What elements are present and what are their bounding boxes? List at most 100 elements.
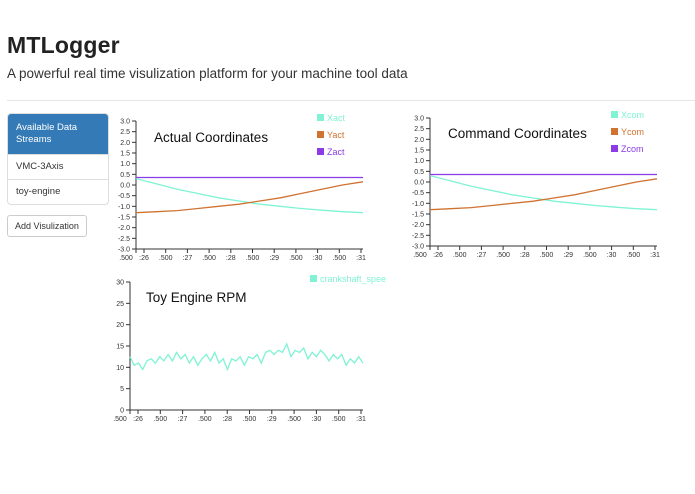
x-tick-label: :28: [222, 416, 232, 423]
y-tick-label: 10: [116, 365, 124, 372]
x-tick-label: :26: [139, 255, 149, 262]
x-tick-label: :30: [313, 255, 323, 262]
y-tick-label: -2.5: [118, 236, 130, 243]
legend-swatch: [611, 145, 618, 152]
y-tick-label: 1.0: [120, 161, 130, 168]
x-tick-label: :30: [312, 416, 322, 423]
series-line-crankshaft_spee: [129, 342, 364, 372]
y-tick-label: -0.5: [412, 190, 424, 197]
y-tick-label: 2.0: [414, 137, 424, 144]
x-tick-label: :31: [356, 255, 366, 262]
chart-title: Actual Coordinates: [154, 130, 268, 145]
y-tick-label: 1.0: [414, 158, 424, 165]
y-tick-label: -2.0: [412, 222, 424, 229]
chart-title: Command Coordinates: [448, 126, 587, 141]
x-tick-label: .500: [332, 416, 346, 423]
legend-swatch: [310, 275, 317, 282]
x-tick-label: :31: [356, 416, 366, 423]
x-tick-label: :30: [607, 252, 617, 259]
legend-label: Zact: [327, 147, 345, 157]
y-tick-label: -3.0: [412, 244, 424, 251]
y-tick-label: -1.5: [118, 215, 130, 222]
y-tick-label: 2.0: [120, 140, 130, 147]
y-tick-label: 3.0: [120, 119, 130, 126]
x-tick-label: .500: [198, 416, 212, 423]
legend-label: Xact: [327, 113, 346, 123]
legend-swatch: [317, 148, 324, 155]
series-line-ycom: [429, 178, 658, 211]
command-chart-group: Command Coordinates 3.0 2.5 2.0 1.5 1.0 0.5 0.0…: [412, 110, 660, 259]
y-tick-label: 5: [120, 386, 124, 393]
x-tick-label: .500: [453, 252, 467, 259]
x-tick-label: .500: [496, 252, 510, 259]
y-tick-label: 2.5: [414, 126, 424, 133]
available-data-streams-item[interactable]: Available Data Streams: [8, 114, 108, 154]
x-tick-label: .500: [626, 252, 640, 259]
x-tick-label: .500: [583, 252, 597, 259]
series-line-yact: [135, 181, 364, 214]
x-origin-label: .500: [119, 255, 133, 262]
x-tick-label: .500: [246, 255, 260, 262]
x-tick-label: .500: [153, 416, 167, 423]
y-tick-label: 25: [116, 301, 124, 308]
app-subtitle: A powerful real time visulization platfo…: [7, 66, 408, 81]
x-tick-label: :27: [477, 252, 487, 259]
legend-label: Xcom: [621, 110, 644, 120]
x-origin-label: .500: [413, 252, 427, 259]
y-tick-label: 3.0: [414, 116, 424, 123]
stream-item-vmc-3axis[interactable]: VMC-3Axis: [8, 154, 108, 179]
x-tick-label: .500: [243, 416, 257, 423]
y-tick-label: 0.5: [414, 169, 424, 176]
stream-item-toy-engine[interactable]: toy-engine: [8, 179, 108, 204]
y-tick-label: 1.5: [414, 148, 424, 155]
y-tick-label: -1.0: [118, 204, 130, 211]
x-tick-label: .500: [540, 252, 554, 259]
header-divider: [7, 100, 695, 101]
x-tick-label: :29: [267, 416, 277, 423]
y-tick-label: -3.0: [118, 247, 130, 254]
x-origin-label: .500: [113, 416, 127, 423]
rpm-chart-group: Toy Engine RPM 30 25 20 15 10 5 0 :26 .500 :27 .500…: [113, 274, 386, 423]
x-tick-label: .500: [289, 255, 303, 262]
x-tick-label: :27: [178, 416, 188, 423]
y-tick-label: 0.0: [414, 180, 424, 187]
data-stream-list: Available Data Streams VMC-3Axis toy-eng…: [7, 113, 109, 205]
legend-label: crankshaft_spee: [320, 274, 386, 284]
y-tick-label: 20: [116, 322, 124, 329]
y-tick-label: -2.0: [118, 225, 130, 232]
x-tick-label: :29: [269, 255, 279, 262]
y-tick-label: 0.5: [120, 172, 130, 179]
y-tick-label: 0.0: [120, 183, 130, 190]
x-tick-label: :29: [563, 252, 573, 259]
y-tick-label: 30: [116, 280, 124, 287]
legend-label: Zcom: [621, 144, 644, 154]
y-tick-label: 1.5: [120, 151, 130, 158]
y-tick-label: 2.5: [120, 129, 130, 136]
x-tick-label: :28: [520, 252, 530, 259]
y-tick-label: 0: [120, 408, 124, 415]
legend-label: Ycom: [621, 127, 644, 137]
y-tick-label: -1.0: [412, 201, 424, 208]
x-tick-label: :26: [433, 252, 443, 259]
y-tick-label: -0.5: [118, 193, 130, 200]
x-tick-label: :26: [133, 416, 143, 423]
legend-swatch: [317, 131, 324, 138]
chart-title: Toy Engine RPM: [146, 290, 247, 305]
y-tick-label: 15: [116, 344, 124, 351]
x-tick-label: .500: [287, 416, 301, 423]
x-tick-label: .500: [202, 255, 216, 262]
y-tick-label: -2.5: [412, 233, 424, 240]
legend-swatch: [611, 128, 618, 135]
x-tick-label: .500: [332, 255, 346, 262]
x-tick-label: :31: [650, 252, 660, 259]
series-line-xcom: [429, 174, 658, 211]
app-title: MTLogger: [7, 32, 120, 58]
legend-swatch: [317, 114, 324, 121]
series-line-xact: [135, 177, 364, 214]
add-visualization-button[interactable]: Add Visulization: [7, 215, 87, 237]
legend-swatch: [611, 111, 618, 118]
legend-label: Yact: [327, 130, 345, 140]
x-tick-label: :27: [183, 255, 193, 262]
actual-chart-group: Actual Coordinates 3.0 2.5 2.0 1.5 1.0 0.5 0.0 -…: [118, 113, 366, 262]
